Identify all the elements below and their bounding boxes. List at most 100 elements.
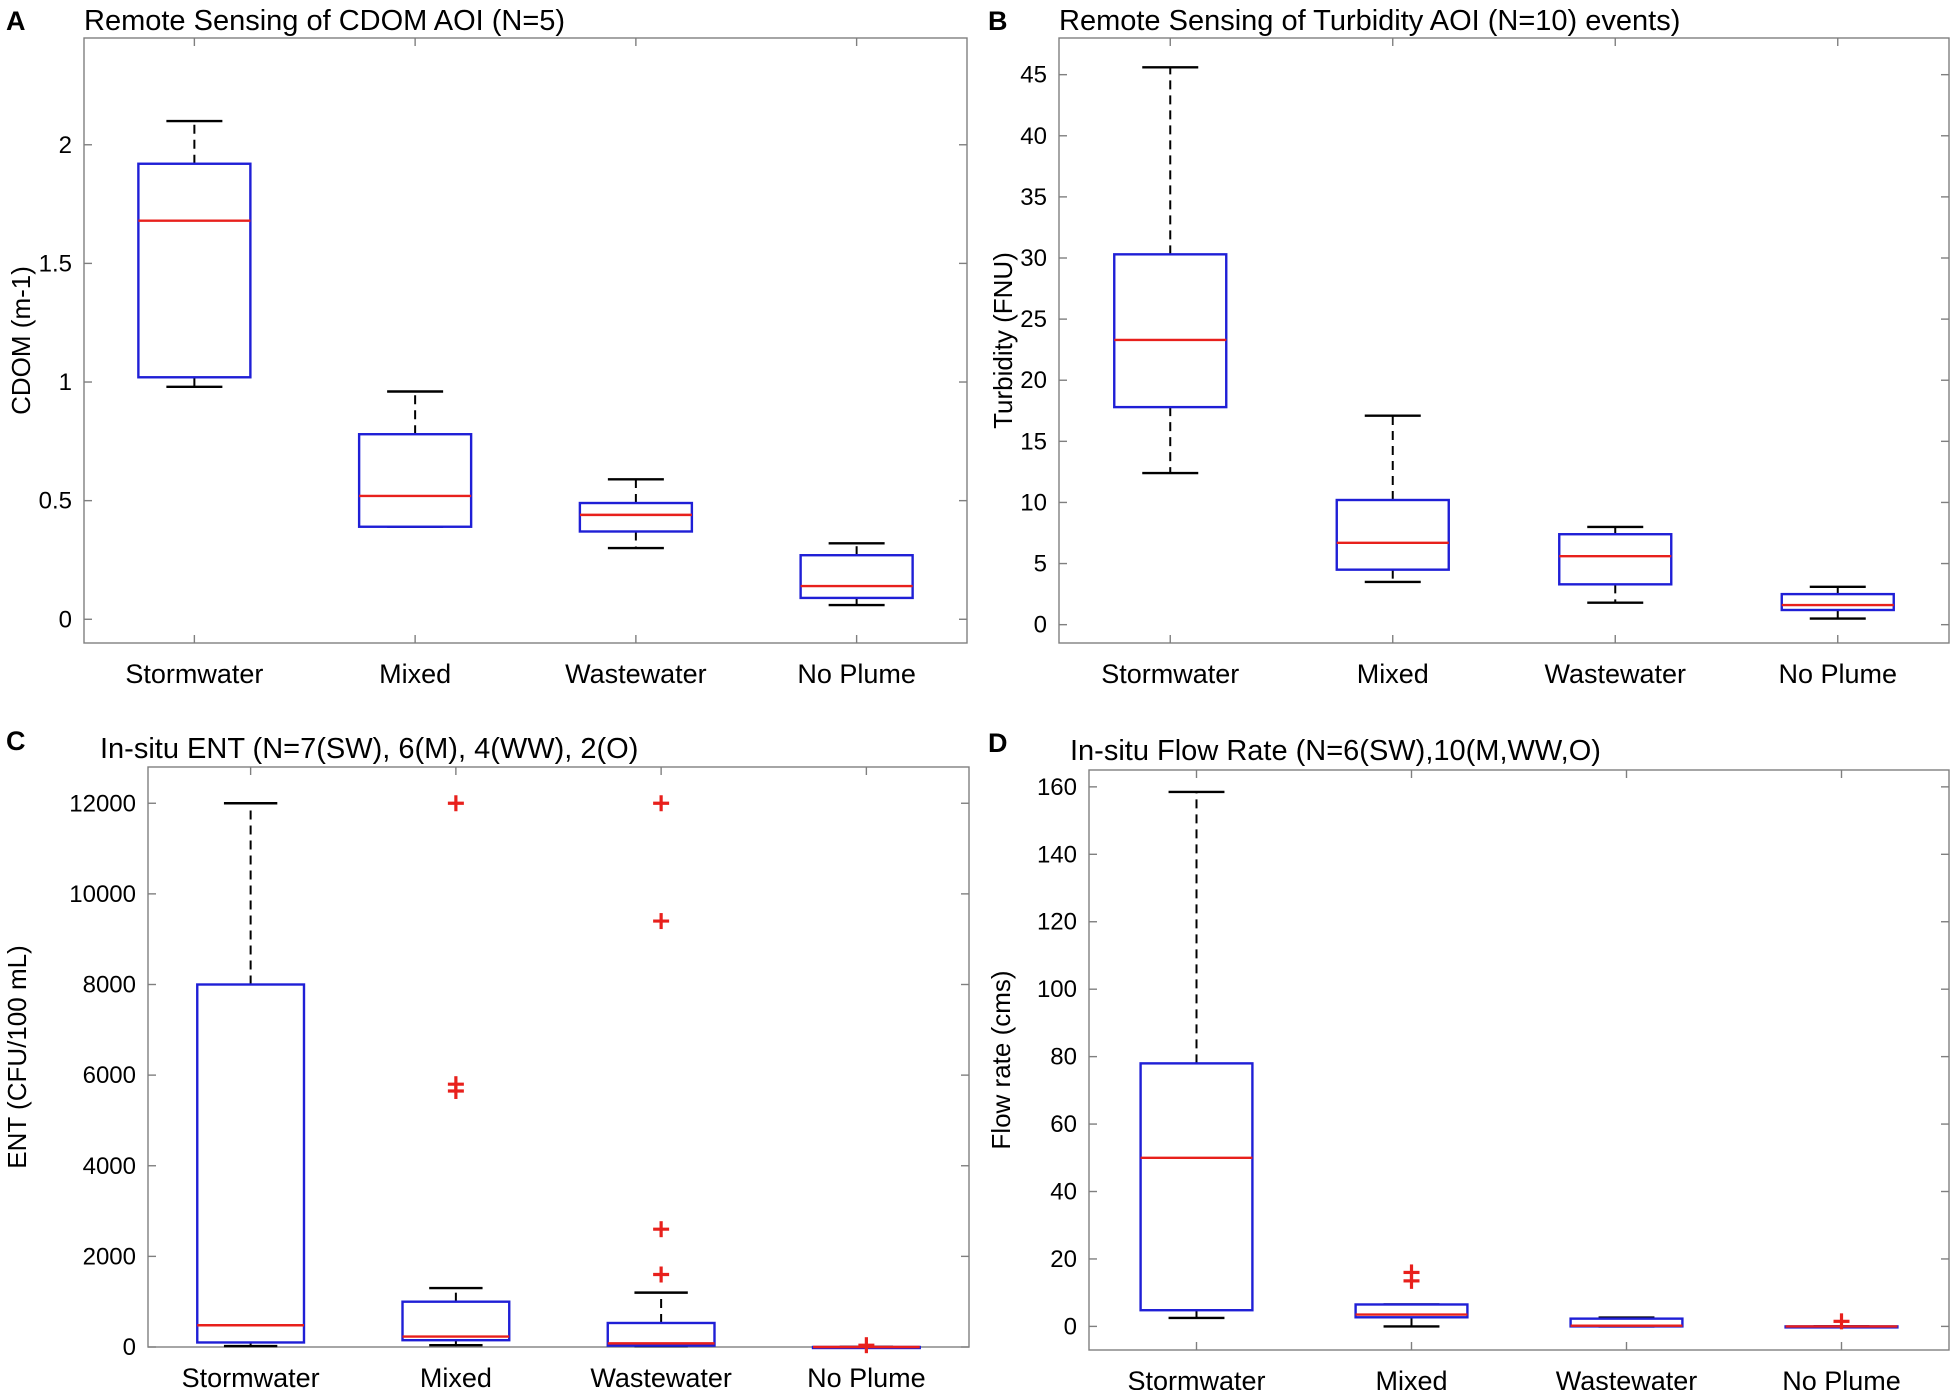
box-no-plume [799,542,914,607]
x-category-label: No Plume [797,659,916,689]
y-tick-label: 6000 [83,1062,136,1089]
y-tick-label: 160 [1037,774,1077,801]
x-category-label: No Plume [1778,659,1897,689]
box-mixed [401,795,511,1347]
iqr-box [578,501,694,533]
y-tick-label: 1 [59,369,72,396]
y-axis-label: Turbidity (FNU) [988,252,1018,429]
chart-title: In-situ ENT (N=7(SW), 6(M), 4(WW), 2(O) [100,733,638,765]
axes-frame [1088,769,1950,1351]
outlier-marker [653,795,670,812]
y-tick-label: 8000 [83,972,136,999]
iqr-box [196,983,306,1344]
y-tick-label: 40 [1020,123,1047,150]
y-axis-label: Flow rate (cms) [986,970,1016,1149]
box-wastewater [578,478,694,550]
y-tick-label: 35 [1020,184,1047,211]
iqr-box [401,1300,511,1342]
panel-letter: A [6,6,26,36]
y-tick-label: 20 [1050,1246,1077,1273]
box-no-plume [1784,1313,1899,1330]
y-tick-label: 100 [1037,976,1077,1003]
chart-title: Remote Sensing of CDOM AOI (N=5) [84,5,565,37]
box-mixed [1335,414,1450,584]
panel-letter: D [988,728,1008,758]
x-category-label: Wastewater [1556,1366,1698,1390]
y-tick-label: 80 [1050,1044,1077,1071]
chart-panel-3: D In-situ Flow Rate (N=6(SW),10(M,WW,O) 0 2… [986,728,1950,1390]
panel-letter: C [6,726,26,756]
y-tick-label: 4000 [83,1153,136,1180]
x-category-label: No Plume [807,1363,926,1390]
box-wastewater [1569,1316,1684,1328]
y-tick-label: 0 [59,606,72,633]
chart-panel-0: A Remote Sensing of CDOM AOI (N=5) 0 0.5 1 1.… [6,5,968,689]
y-tick-label: 2 [59,132,72,159]
y-tick-label: 25 [1020,306,1047,333]
x-category-label: Mixed [379,659,451,689]
x-category-label: Stormwater [1127,1366,1265,1390]
panel-letter: B [988,6,1008,36]
outlier-marker [653,1266,670,1283]
y-tick-label: 0 [123,1334,136,1361]
x-category-label: Mixed [420,1363,492,1390]
y-tick-label: 45 [1020,62,1047,89]
y-tick-label: 10000 [69,881,136,908]
y-tick-label: 60 [1050,1111,1077,1138]
y-tick-label: 0 [1064,1313,1077,1340]
iqr-box [1558,533,1673,586]
y-tick-label: 10 [1020,489,1047,516]
box-stormwater [137,119,252,388]
y-tick-label: 0 [1034,612,1047,639]
chart-title: In-situ Flow Rate (N=6(SW),10(M,WW,O) [1070,735,1601,767]
outlier-marker [653,1221,670,1238]
y-tick-label: 40 [1050,1179,1077,1206]
iqr-box [137,162,252,379]
y-tick-label: 1.5 [39,250,72,277]
box-mixed [1354,1264,1469,1328]
x-category-label: Wastewater [565,659,707,689]
axes-frame [83,37,968,644]
iqr-box [799,554,914,600]
y-tick-label: 12000 [69,790,136,817]
chart-panel-2: C In-situ ENT (N=7(SW), 6(M), 4(WW), 2(O)… [2,726,970,1390]
box-stormwater [1113,66,1228,475]
box-no-plume [811,1337,921,1354]
iqr-box [1139,1062,1254,1312]
y-tick-label: 140 [1037,841,1077,868]
y-tick-label: 20 [1020,367,1047,394]
y-tick-label: 30 [1020,245,1047,272]
x-category-label: Wastewater [1544,659,1686,689]
axes-frame [147,766,970,1348]
box-stormwater [196,802,306,1348]
chart-panel-1: B Remote Sensing of Turbidity AOI (N=10) … [988,5,1950,689]
box-mixed [357,390,473,528]
iqr-box [1335,498,1450,571]
x-category-label: Mixed [1357,659,1429,689]
box-wastewater [1558,525,1673,604]
outlier-marker [653,913,670,930]
x-category-label: No Plume [1782,1366,1901,1390]
y-tick-label: 5 [1034,551,1047,578]
x-category-label: Wastewater [590,1363,732,1390]
iqr-box [1780,592,1895,612]
axes-frame [1058,37,1950,644]
box-no-plume [1780,585,1895,620]
outlier-marker [447,1082,464,1099]
y-tick-label: 0.5 [39,488,72,515]
outlier-marker [1833,1313,1850,1330]
x-category-label: Mixed [1375,1366,1447,1390]
y-tick-label: 120 [1037,909,1077,936]
y-tick-label: 2000 [83,1243,136,1270]
x-category-label: Stormwater [125,659,263,689]
iqr-box [357,433,473,528]
chart-title: Remote Sensing of Turbidity AOI (N=10) e… [1059,5,1680,37]
box-stormwater [1139,790,1254,1320]
y-axis-label: CDOM (m-1) [6,266,36,415]
outlier-marker [447,795,464,812]
box-wastewater [606,795,716,1348]
y-axis-label: ENT (CFU/100 mL) [2,945,32,1168]
x-category-label: Stormwater [182,1363,320,1390]
iqr-box [1113,253,1228,409]
